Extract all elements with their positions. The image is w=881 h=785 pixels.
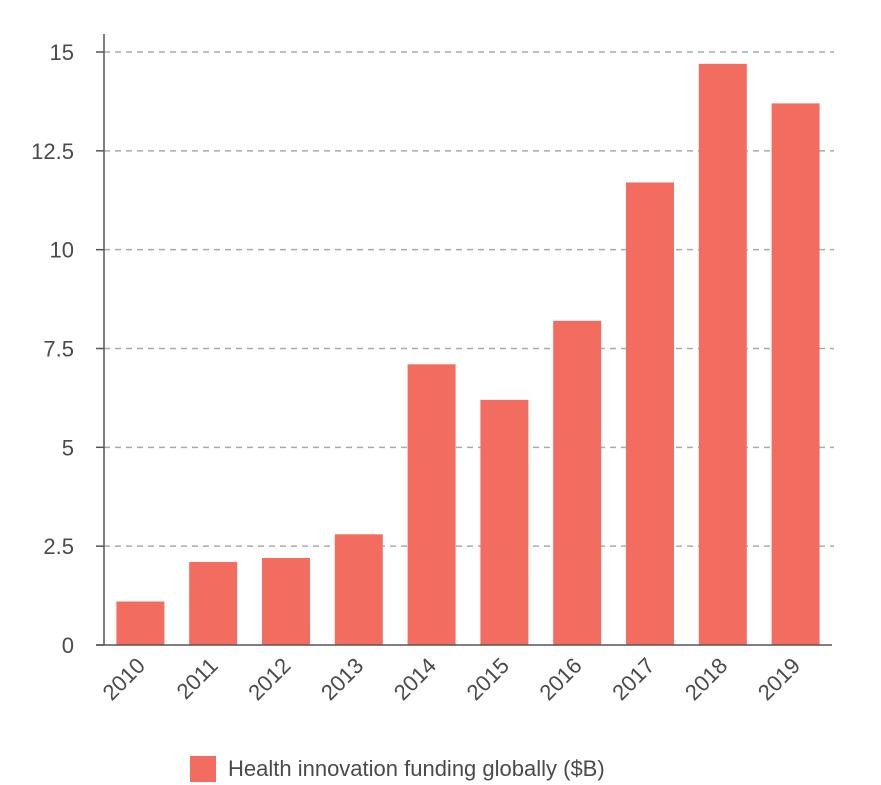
y-tick-label-5: 12.5 bbox=[31, 139, 74, 164]
x-tick-label-2017: 2017 bbox=[607, 653, 659, 705]
bar-2011 bbox=[189, 561, 238, 645]
x-tick-label-2011: 2011 bbox=[172, 653, 223, 704]
bar-2019 bbox=[771, 103, 820, 646]
x-tick-label-2012: 2012 bbox=[243, 653, 295, 705]
bar-2016 bbox=[553, 320, 602, 645]
bar-2018 bbox=[698, 63, 747, 646]
legend-label: Health innovation funding globally ($B) bbox=[228, 756, 605, 781]
x-tick-label-2013: 2013 bbox=[316, 653, 368, 705]
x-tick-label-2016: 2016 bbox=[534, 653, 586, 705]
bar-2013 bbox=[334, 534, 383, 645]
x-tick-label-2019: 2019 bbox=[753, 653, 805, 705]
bar-2012 bbox=[262, 558, 310, 645]
bar-2010 bbox=[116, 601, 165, 645]
x-tick-label-2010: 2010 bbox=[98, 653, 150, 705]
legend-swatch bbox=[190, 756, 216, 782]
y-tick-label-2: 5 bbox=[62, 435, 74, 460]
x-tick-label-2015: 2015 bbox=[462, 653, 514, 705]
y-tick-label-6: 15 bbox=[50, 40, 74, 65]
legend: Health innovation funding globally ($B) bbox=[190, 756, 605, 782]
x-tick-labels: 2010 2011 2012 2013 2014 2015 2016 2017 2018 2019 bbox=[98, 653, 805, 705]
bar-2015 bbox=[480, 399, 529, 645]
y-tick-label-0: 0 bbox=[62, 633, 74, 658]
y-tick-label-4: 10 bbox=[50, 238, 74, 263]
x-tick-label-2018: 2018 bbox=[680, 653, 732, 705]
x-tick-label-2014: 2014 bbox=[389, 653, 441, 705]
axes bbox=[96, 34, 832, 646]
bar-2017 bbox=[626, 182, 674, 645]
bar-2014 bbox=[407, 364, 456, 645]
y-tick-labels: 0 2.5 5 7.5 10 12.5 15 bbox=[31, 40, 74, 658]
y-tick-label-3: 7.5 bbox=[43, 337, 74, 362]
bars bbox=[116, 63, 820, 646]
y-tick-label-1: 2.5 bbox=[43, 534, 74, 559]
